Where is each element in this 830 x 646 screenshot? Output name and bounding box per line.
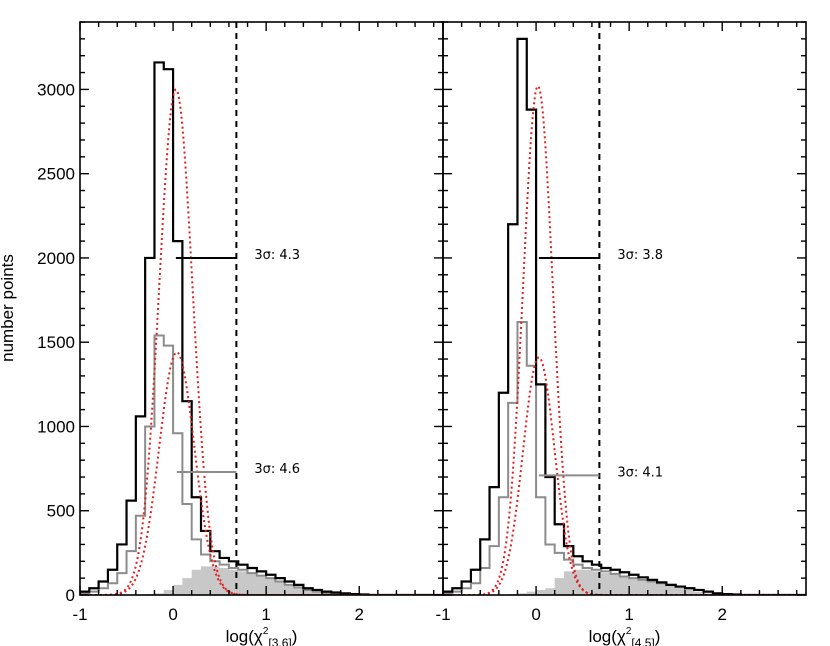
subset-histogram [443, 320, 806, 595]
gaussian-fit-subset [443, 356, 806, 595]
sigma-label-2: 3σ: 4.1 [617, 465, 663, 480]
chart-panels: 3σ: 4.33σ: 4.6-1 0 1 2050010001500200025003… [37, 21, 807, 646]
sigma-label-2: 3σ: 4.6 [254, 462, 300, 477]
plot-area [80, 22, 443, 595]
gaussian-fit-subset [80, 351, 443, 595]
y-tick-label: 0 [66, 586, 75, 605]
gaussian-fit-total [443, 85, 806, 595]
y-tick-label: 2500 [37, 165, 75, 184]
filled-histogram [80, 566, 443, 595]
total-histogram [80, 61, 443, 595]
x-tick-label: 0 [168, 605, 177, 624]
gaussian-fit-total [80, 88, 443, 595]
y-tick-label: 1500 [37, 333, 75, 352]
panel-1: 3σ: 4.33σ: 4.6-1 0 1 2050010001500200025003… [37, 21, 444, 646]
sigma-label-1: 3σ: 4.3 [254, 248, 300, 263]
filled-histogram [443, 569, 806, 595]
y-tick-label: 1000 [37, 417, 75, 436]
x-tick-label: 0 [531, 605, 540, 624]
sigma-label-1: 3σ: 3.8 [617, 248, 663, 263]
plot-area [443, 22, 806, 595]
panel-2: 3σ: 3.8 3σ: 4.1 -1 0 1 2 log(χ2[4.5]) [435, 21, 807, 646]
x-axis-title: log(χ2[4.5]) [589, 626, 661, 646]
x-tick-label: 2 [717, 605, 726, 624]
total-histogram [443, 37, 806, 595]
x-axis-title: log(χ2[3.6]) [226, 626, 298, 646]
x-tick-label: -1 [72, 605, 87, 624]
x-tick-label: 2 [354, 605, 363, 624]
plot-frame [442, 21, 807, 596]
x-tick-label: 1 [261, 605, 270, 624]
y-tick-label: 3000 [37, 80, 75, 99]
x-tick-label: -1 [435, 605, 450, 624]
y-axis-title: number points [0, 254, 17, 362]
y-tick-label: 500 [47, 502, 75, 521]
x-tick-label: 1 [624, 605, 633, 624]
y-tick-label: 2000 [37, 249, 75, 268]
plot-frame [79, 21, 444, 596]
